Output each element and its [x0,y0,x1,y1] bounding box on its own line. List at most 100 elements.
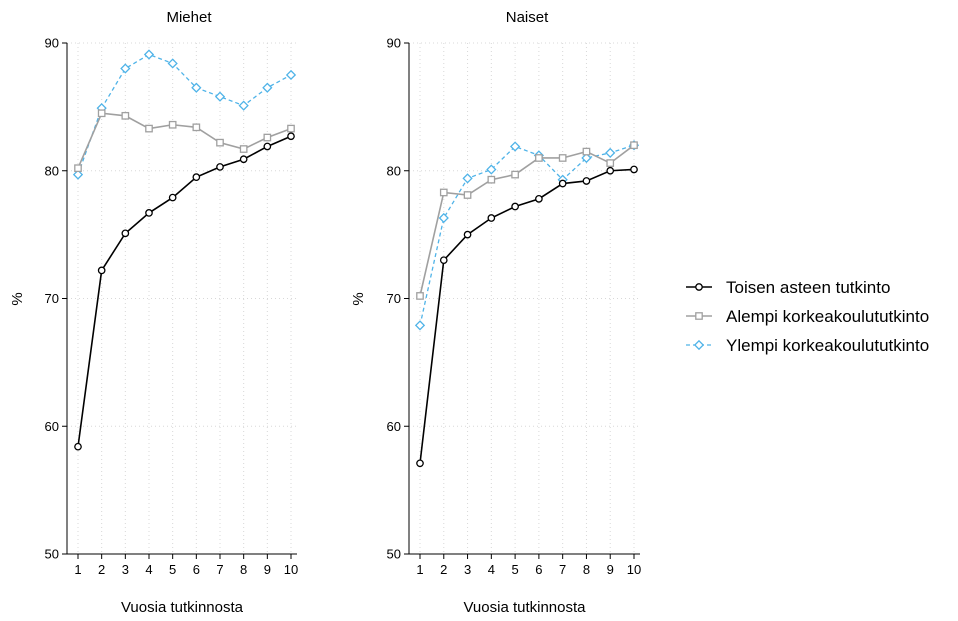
data-point [214,91,226,102]
data-point [120,63,131,74]
x-tick-label: 3 [464,562,471,577]
legend-item: Ylempi korkeakoulututkinto [686,336,929,355]
x-tick-label: 6 [193,562,200,577]
gridlines [409,42,640,555]
data-point [168,193,177,202]
data-point [414,320,426,331]
y-tick-label: 80 [387,163,401,178]
y-tick-label: 60 [45,419,59,434]
series-line [77,112,292,169]
data-point [462,173,473,184]
data-point [74,442,82,451]
data-point [630,165,638,174]
data-point [606,166,615,175]
x-tick-label: 1 [74,562,81,577]
x-tick-label: 3 [122,562,129,577]
legend-item: Toisen asteen tutkinto [686,278,890,297]
data-point [511,170,519,179]
data-point [486,164,497,175]
data-point [239,155,248,164]
x-tick-label: 9 [607,562,614,577]
y-tick-label: 60 [387,419,401,434]
series-alempi-korkeakoulu [416,141,638,300]
legend-label: Ylempi korkeakoulututkinto [726,336,929,355]
x-tick-label: 6 [535,562,542,577]
data-point [582,177,591,185]
y-tick-label: 90 [387,36,401,51]
x-tick-label: 10 [627,562,641,577]
data-point [509,141,521,152]
y-tick-label: 70 [45,291,59,306]
x-tick-label: 7 [559,562,566,577]
series-toisen-asteen [416,165,638,468]
data-point [121,229,130,238]
data-point [605,147,616,158]
data-point [121,111,130,120]
legend-label: Toisen asteen tutkinto [726,278,890,297]
series-line [77,135,292,447]
series-line [77,53,292,175]
x-tick-label: 2 [440,562,447,577]
legend-marker [695,312,703,320]
data-point [606,159,615,167]
data-point [285,69,297,81]
data-point [287,132,295,141]
data-point [72,169,84,180]
data-point [191,82,202,93]
x-tick-label: 10 [284,562,298,577]
legend-item: Alempi korkeakoulututkinto [686,307,929,326]
y-tick-label: 50 [45,547,59,562]
data-point [239,145,248,153]
data-point [463,230,472,239]
x-tick-label: 4 [488,562,495,577]
legend-marker [695,283,703,291]
x-tick-label: 5 [511,562,518,577]
legend-marker [693,339,705,351]
data-point [143,49,155,60]
data-point [630,141,638,150]
y-tick-label: 50 [387,547,401,562]
data-point [263,142,272,151]
data-point [216,138,224,147]
series-alempi-korkeakoulu [74,109,295,173]
data-point [582,147,591,156]
data-point [581,152,592,164]
panel-title: Miehet [166,9,212,26]
data-point [487,214,496,222]
data-point [463,191,472,199]
series-toisen-asteen [74,132,295,451]
data-point [439,188,448,197]
x-tick-label: 2 [98,562,105,577]
y-axis-title: % [9,292,26,305]
x-tick-label: 5 [169,562,176,577]
y-axis-title: % [350,292,367,305]
data-point [511,202,519,211]
data-point [535,195,543,203]
series-ylempi-korkeakoulu [414,140,640,331]
data-point [145,209,153,217]
data-point [263,133,272,142]
x-tick-label: 4 [145,562,152,577]
panel-title: Naiset [506,9,549,26]
legend-label: Alempi korkeakoulututkinto [726,307,929,326]
panel-naiset: 50 60 70 80 90 1 2 3 4 5 6 7 8 9 10 Naiset Vuosia tutkin… [350,9,641,616]
data-point [416,459,424,468]
series-line [419,144,635,326]
data-point [558,179,567,188]
x-tick-label: 7 [216,562,223,577]
data-point [168,120,177,129]
data-point [439,256,448,265]
series-ylempi-korkeakoulu [72,49,297,180]
data-point [97,266,106,275]
data-point [262,82,273,93]
data-point [238,100,249,111]
data-point [167,58,178,69]
data-point [192,173,201,181]
data-point [535,154,543,162]
x-axis-title: Vuosia tutkinnosta [121,599,244,616]
x-tick-label: 8 [583,562,590,577]
y-tick-label: 80 [45,163,59,178]
x-tick-label: 1 [416,562,423,577]
